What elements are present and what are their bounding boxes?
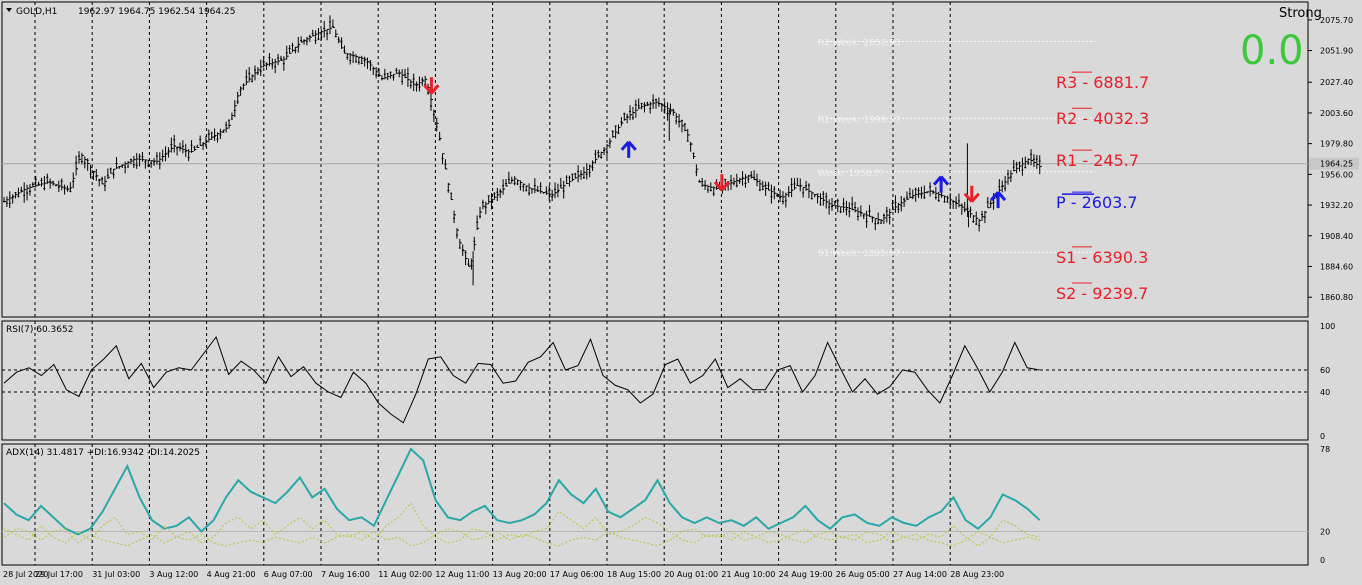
time-tick-label: 21 Aug 10:00 — [721, 570, 775, 579]
price-tick-label: 1860.80 — [1320, 293, 1353, 302]
time-tick-label: 4 Aug 21:00 — [207, 570, 256, 579]
time-tick-label: 29 Jul 17:00 — [35, 570, 83, 579]
time-tick-label: 7 Aug 16:00 — [321, 570, 370, 579]
strength-value: 0.0 — [1240, 28, 1304, 74]
price-tick-label: 1979.80 — [1320, 140, 1353, 149]
strength-label: Strong — [1279, 6, 1322, 21]
price-axis: 2075.70 2051.90 2027.40 2003.60 1979.80 1956.… — [1308, 16, 1359, 302]
weekly-level-label: R1 Week: 1999.37 — [818, 115, 901, 125]
sell-arrow-icon — [963, 185, 980, 203]
time-tick-label: 24 Aug 19:00 — [779, 570, 833, 579]
adx-tick-label: 0 — [1320, 556, 1325, 565]
pivot-label: S2 - 9239.7 — [1056, 284, 1148, 303]
ohlc-values: 1962.97 1964.75 1962.54 1964.25 — [78, 7, 235, 17]
time-tick-label: 28 Jul 2020 — [3, 570, 48, 579]
symbol-label[interactable]: GOLD,H1 — [16, 7, 57, 17]
pivot-labels: R3 - 6881.7 R2 - 4032.3 R1 - 245.7 P - 2603… — [1056, 71, 1149, 303]
time-tick-label: 31 Jul 03:00 — [92, 570, 140, 579]
time-tick-label: 11 Aug 02:00 — [378, 570, 432, 579]
rsi-line — [3, 335, 1040, 424]
time-tick-label: 12 Aug 11:00 — [435, 570, 489, 579]
price-tick-label: 2003.60 — [1320, 109, 1353, 118]
pivot-label: P - 2603.7 — [1056, 193, 1138, 212]
pivot-label: R3 - 6881.7 — [1056, 73, 1149, 92]
price-tick-label: 2075.70 — [1320, 16, 1353, 25]
rsi-tick-label: 0 — [1320, 432, 1325, 441]
time-tick-label: 6 Aug 07:00 — [264, 570, 313, 579]
time-tick-label: 3 Aug 12:00 — [149, 570, 198, 579]
pivot-label: S1 - 6390.3 — [1056, 248, 1148, 267]
current-price-box — [1309, 157, 1359, 170]
rsi-tick-label: 60 — [1320, 366, 1330, 375]
rsi-pane[interactable] — [1, 320, 1309, 441]
adx-tick-label: 78 — [1320, 445, 1330, 454]
rsi-axis: 100 60 40 0 — [1320, 322, 1335, 441]
buy-arrow-icon — [932, 175, 950, 193]
adx-tick-label: 20 — [1320, 528, 1330, 537]
price-pane[interactable] — [1, 1, 1309, 318]
adx-line — [3, 447, 1041, 536]
time-tick-label: 26 Aug 05:00 — [836, 570, 890, 579]
price-tick-label: 1956.00 — [1320, 170, 1353, 179]
adx-axis: 78 20 0 — [1320, 445, 1330, 565]
price-candles — [3, 15, 1042, 286]
buy-arrow-icon — [989, 191, 1007, 209]
adx-label: ADX(14) 31.4817 +DI:16.9342 -DI:14.2025 — [6, 448, 200, 458]
weekly-level-label: S1 Week: 1895.67 — [818, 249, 900, 259]
time-tick-label: 18 Aug 15:00 — [607, 570, 661, 579]
sell-arrow-icon — [423, 77, 440, 95]
time-tick-label: 28 Aug 23:00 — [950, 570, 1004, 579]
weekly-level-label: Week: 1958.?? — [818, 169, 884, 179]
pivot-label: R1 - 245.7 — [1056, 151, 1139, 170]
price-tick-label: 2051.90 — [1320, 47, 1353, 56]
rsi-tick-label: 40 — [1320, 388, 1330, 397]
buy-arrow-icon — [620, 140, 637, 158]
price-tick-label: 2027.40 — [1320, 78, 1353, 87]
vertical-grid — [34, 2, 951, 565]
signal-arrows — [423, 77, 1007, 209]
price-tick-label: 1884.60 — [1320, 262, 1353, 271]
level-lines: R2 Week: 2058.93 R1 Week: 1999.37 Week: 19… — [2, 39, 1308, 259]
rsi-label: RSI(7) 60.3652 — [6, 325, 73, 335]
adx-pane[interactable] — [1, 443, 1309, 566]
time-tick-label: 17 Aug 06:00 — [550, 570, 604, 579]
rsi-tick-label: 100 — [1320, 322, 1335, 331]
current-price-label: 1964.25 — [1320, 160, 1353, 169]
price-tick-label: 1932.20 — [1320, 201, 1353, 210]
time-tick-label: 27 Aug 14:00 — [893, 570, 947, 579]
time-tick-label: 20 Aug 01:00 — [664, 570, 718, 579]
adx-series — [2, 447, 1308, 547]
price-tick-label: 1908.40 — [1320, 232, 1353, 241]
sell-arrow-icon — [713, 174, 731, 192]
time-tick-label: 13 Aug 20:00 — [493, 570, 547, 579]
pivot-label: R2 - 4032.3 — [1056, 109, 1149, 128]
symbol-dropdown-icon[interactable] — [6, 8, 12, 12]
weekly-level-label: R2 Week: 2058.93 — [818, 39, 901, 49]
rsi-series — [2, 335, 1308, 424]
